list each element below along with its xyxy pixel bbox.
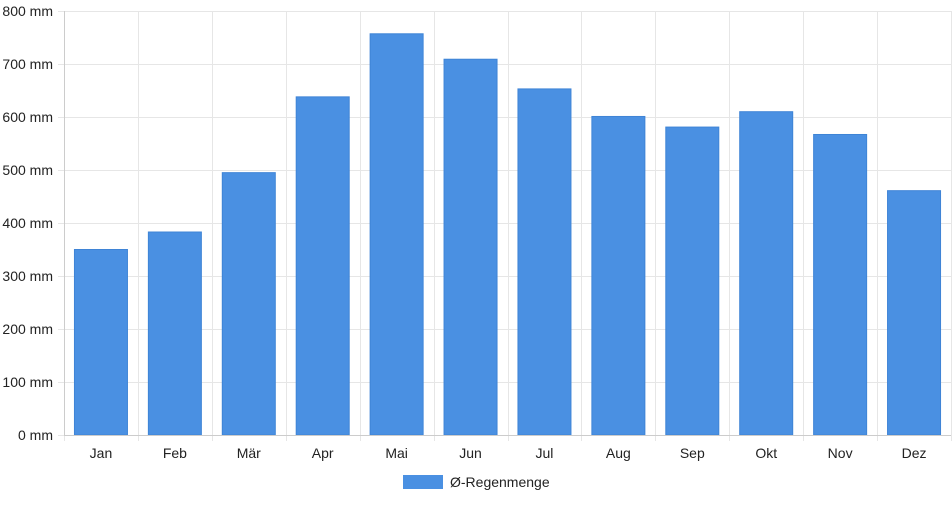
bar-okt[interactable] [739,111,794,436]
x-tick-label: Aug [606,445,631,461]
x-tick-label: Okt [755,445,777,461]
legend[interactable]: Ø-Regenmenge [403,474,550,490]
legend-label: Ø-Regenmenge [450,474,550,490]
x-tick-label: Jul [536,445,554,461]
x-tick-label: Jun [459,445,482,461]
bar-dez[interactable] [887,190,942,436]
bar-aug[interactable] [591,115,646,436]
bar-mai[interactable] [369,33,424,436]
y-tick-label: 500 mm [2,162,53,178]
y-tick-label: 700 mm [2,56,53,72]
y-tick-label: 400 mm [2,215,53,231]
axes: 0 mm 100 mm 200 mm 300 mm 400 mm 500 mm 600 mm… [2,3,951,461]
bar-sep[interactable] [665,126,720,436]
bar-mär[interactable] [221,172,276,436]
y-tick-label: 600 mm [2,109,53,125]
y-tick-label: 800 mm [2,3,53,19]
x-tick-label: Jan [90,445,113,461]
bar-jun[interactable] [443,58,498,436]
legend-swatch [403,475,443,489]
y-tick-label: 0 mm [18,427,53,443]
y-tick-label: 300 mm [2,268,53,284]
x-tick-label: Dez [902,445,927,461]
bar-apr[interactable] [295,96,350,436]
x-tick-label: Mai [385,445,408,461]
x-tick-label: Sep [680,445,705,461]
x-tick-label: Nov [828,445,853,461]
y-tick-label: 100 mm [2,374,53,390]
bar-feb[interactable] [147,231,202,436]
bar-jul[interactable] [517,88,572,436]
x-tick-label: Feb [163,445,187,461]
bar-nov[interactable] [813,133,868,436]
x-tick-label: Apr [312,445,334,461]
x-tick-label: Mär [237,445,261,461]
bar-jan[interactable] [73,249,128,436]
bars [73,33,942,436]
y-tick-label: 200 mm [2,321,53,337]
